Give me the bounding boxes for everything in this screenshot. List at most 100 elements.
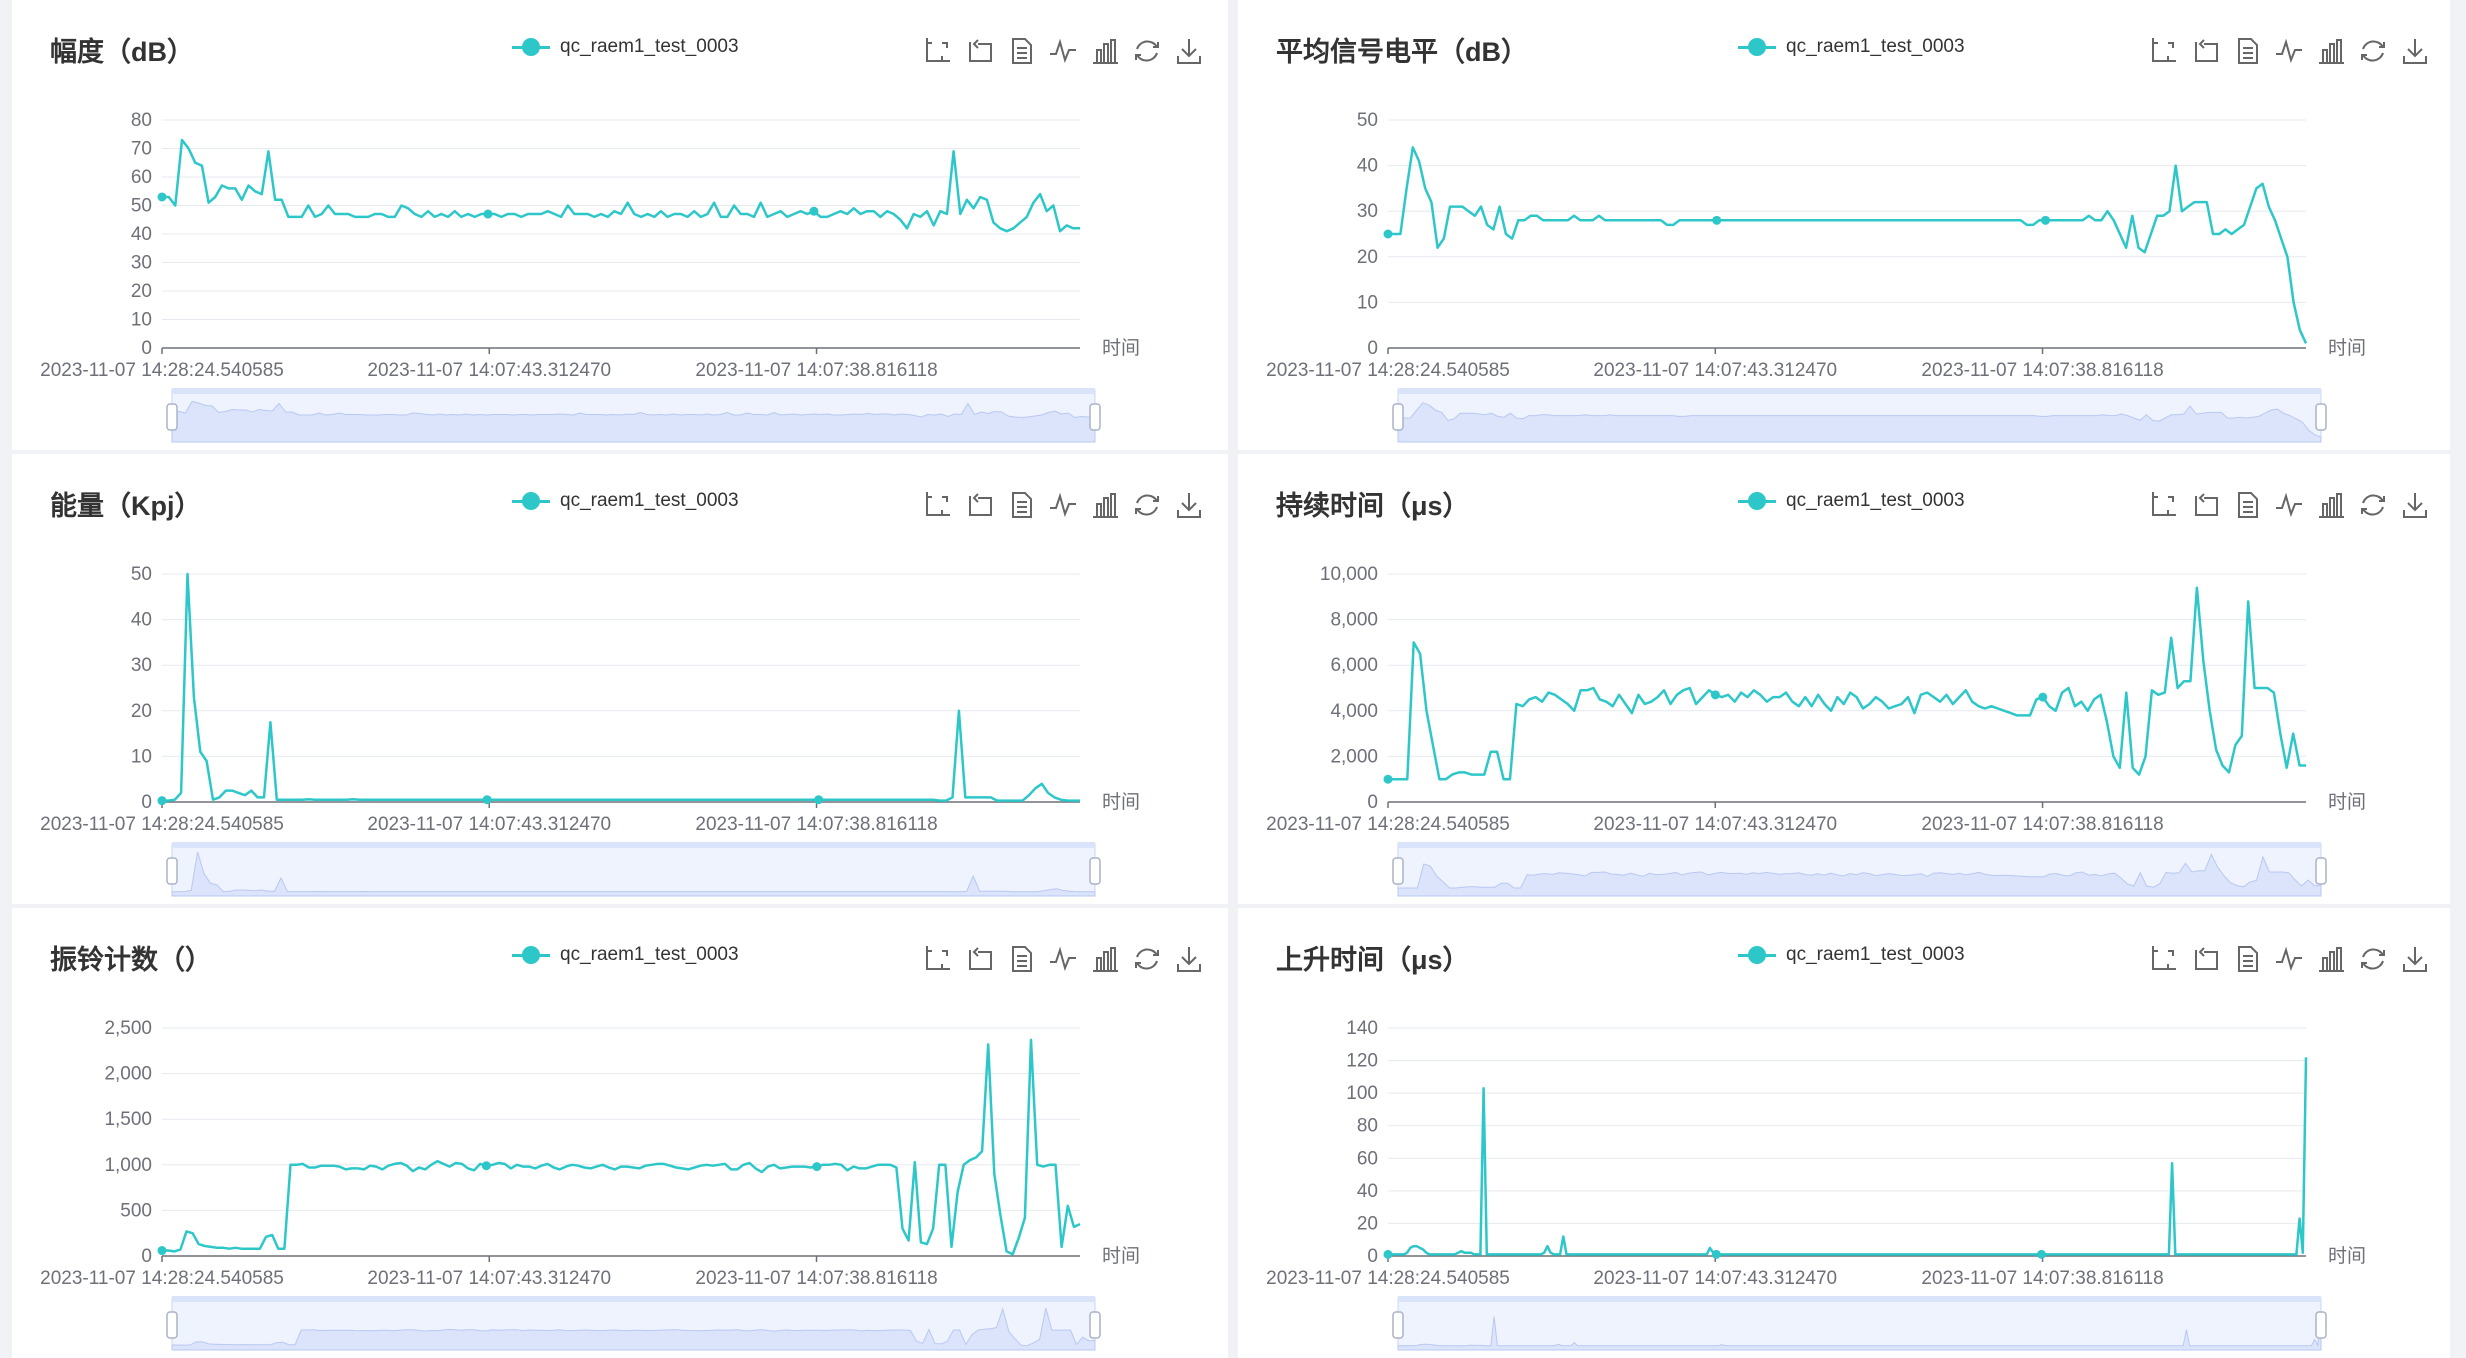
bar-chart-icon[interactable] xyxy=(2316,944,2346,974)
zoom-select-icon[interactable] xyxy=(2148,36,2178,66)
data-point[interactable] xyxy=(1712,215,1722,225)
zoom-reset-icon[interactable] xyxy=(964,490,994,520)
line-chart-icon[interactable] xyxy=(1048,944,1078,974)
line-chart: 0 2,000 4,000 6,000 8,000 10,000 2023-11-07 14… xyxy=(1266,564,2366,897)
zoom-handle[interactable] xyxy=(2315,403,2327,431)
legend-item[interactable]: qc_raem1_test_0003 xyxy=(512,32,739,62)
restore-icon[interactable] xyxy=(2358,36,2388,66)
bar-chart-icon[interactable] xyxy=(1090,490,1120,520)
zoom-handle[interactable] xyxy=(1392,403,1404,431)
data-view-icon[interactable] xyxy=(1006,36,1036,66)
data-view-icon[interactable] xyxy=(2232,36,2262,66)
y-tick-label: 70 xyxy=(131,139,152,160)
restore-icon[interactable] xyxy=(2358,944,2388,974)
series-line[interactable] xyxy=(162,1038,1081,1256)
zoom-handle[interactable] xyxy=(166,403,178,431)
zoom-reset-icon[interactable] xyxy=(2190,36,2220,66)
bar-chart-icon[interactable] xyxy=(1090,36,1120,66)
data-point[interactable] xyxy=(2038,692,2048,702)
zoom-handle[interactable] xyxy=(1392,1311,1404,1339)
zoom-reset-icon[interactable] xyxy=(964,36,994,66)
data-point[interactable] xyxy=(157,1246,167,1256)
zoom-slider[interactable] xyxy=(1397,1297,2322,1351)
zoom-handle[interactable] xyxy=(1392,857,1404,885)
zoom-handle[interactable] xyxy=(166,1311,178,1339)
series-line[interactable] xyxy=(162,572,1080,802)
legend-item[interactable]: qc_raem1_test_0003 xyxy=(1738,486,1965,516)
download-icon[interactable] xyxy=(1174,944,1204,974)
data-point[interactable] xyxy=(2040,215,2050,225)
legend-label: qc_raem1_test_0003 xyxy=(1786,944,1965,965)
data-point[interactable] xyxy=(1383,1249,1393,1259)
legend-item[interactable]: qc_raem1_test_0003 xyxy=(1738,940,1965,970)
bar-chart-icon[interactable] xyxy=(2316,36,2346,66)
data-point[interactable] xyxy=(481,1161,491,1171)
restore-icon[interactable] xyxy=(2358,490,2388,520)
zoom-reset-icon[interactable] xyxy=(2190,944,2220,974)
data-point[interactable] xyxy=(2036,1249,2046,1259)
zoom-handle[interactable] xyxy=(1089,1311,1101,1339)
zoom-reset-icon[interactable] xyxy=(2190,490,2220,520)
legend-item[interactable]: qc_raem1_test_0003 xyxy=(1738,32,1965,62)
zoom-move-bar[interactable] xyxy=(1398,1296,2321,1302)
legend-marker-icon xyxy=(1738,34,1776,60)
zoom-handle[interactable] xyxy=(2315,857,2327,885)
download-icon[interactable] xyxy=(2400,36,2430,66)
zoom-move-bar[interactable] xyxy=(172,842,1095,848)
restore-icon[interactable] xyxy=(1132,490,1162,520)
series-line[interactable] xyxy=(1388,146,2308,344)
download-icon[interactable] xyxy=(1174,490,1204,520)
data-view-icon[interactable] xyxy=(1006,490,1036,520)
line-chart-icon[interactable] xyxy=(2274,490,2304,520)
legend-item[interactable]: qc_raem1_test_0003 xyxy=(512,486,739,516)
download-icon[interactable] xyxy=(1174,36,1204,66)
bar-chart-icon[interactable] xyxy=(1090,944,1120,974)
legend-item[interactable]: qc_raem1_test_0003 xyxy=(512,940,739,970)
line-chart-icon[interactable] xyxy=(2274,36,2304,66)
line-chart-icon[interactable] xyxy=(1048,36,1078,66)
zoom-move-bar[interactable] xyxy=(172,388,1095,394)
data-point[interactable] xyxy=(1383,774,1393,784)
zoom-select-icon[interactable] xyxy=(922,36,952,66)
x-tick-label: 2023-11-07 14:28:24.540585 xyxy=(40,814,284,835)
data-point[interactable] xyxy=(1710,690,1720,700)
data-point[interactable] xyxy=(1383,229,1393,239)
restore-icon[interactable] xyxy=(1132,944,1162,974)
data-view-icon[interactable] xyxy=(2232,944,2262,974)
zoom-move-bar[interactable] xyxy=(1398,388,2321,394)
zoom-reset-icon[interactable] xyxy=(964,944,994,974)
data-point[interactable] xyxy=(157,796,167,806)
data-point[interactable] xyxy=(157,192,167,202)
data-point[interactable] xyxy=(482,795,492,805)
restore-icon[interactable] xyxy=(1132,36,1162,66)
data-point[interactable] xyxy=(809,206,819,216)
data-view-icon[interactable] xyxy=(2232,490,2262,520)
zoom-select-icon[interactable] xyxy=(2148,944,2178,974)
bar-chart-icon[interactable] xyxy=(2316,490,2346,520)
line-chart-icon[interactable] xyxy=(1048,490,1078,520)
data-point[interactable] xyxy=(814,795,824,805)
zoom-select-icon[interactable] xyxy=(2148,490,2178,520)
data-point[interactable] xyxy=(812,1162,822,1172)
x-tick-label: 2023-11-07 14:28:24.540585 xyxy=(1266,360,1510,381)
zoom-handle[interactable] xyxy=(1089,857,1101,885)
download-icon[interactable] xyxy=(2400,944,2430,974)
data-view-icon[interactable] xyxy=(1006,944,1036,974)
series-line[interactable] xyxy=(1388,586,2306,781)
data-point[interactable] xyxy=(483,209,493,219)
zoom-move-bar[interactable] xyxy=(172,1296,1095,1302)
zoom-move-bar[interactable] xyxy=(1398,842,2321,848)
zoom-handle[interactable] xyxy=(166,857,178,885)
zoom-slider[interactable] xyxy=(171,843,1096,897)
y-tick-label: 0 xyxy=(1367,1246,1378,1267)
y-tick-label: 60 xyxy=(131,167,152,188)
zoom-select-icon[interactable] xyxy=(922,490,952,520)
line-chart-icon[interactable] xyxy=(2274,944,2304,974)
zoom-handle[interactable] xyxy=(1089,403,1101,431)
download-icon[interactable] xyxy=(2400,490,2430,520)
zoom-select-icon[interactable] xyxy=(922,944,952,974)
series-line[interactable] xyxy=(162,138,1080,233)
zoom-handle[interactable] xyxy=(2315,1311,2327,1339)
data-point[interactable] xyxy=(1711,1249,1721,1259)
series-line[interactable] xyxy=(1388,1057,2308,1256)
